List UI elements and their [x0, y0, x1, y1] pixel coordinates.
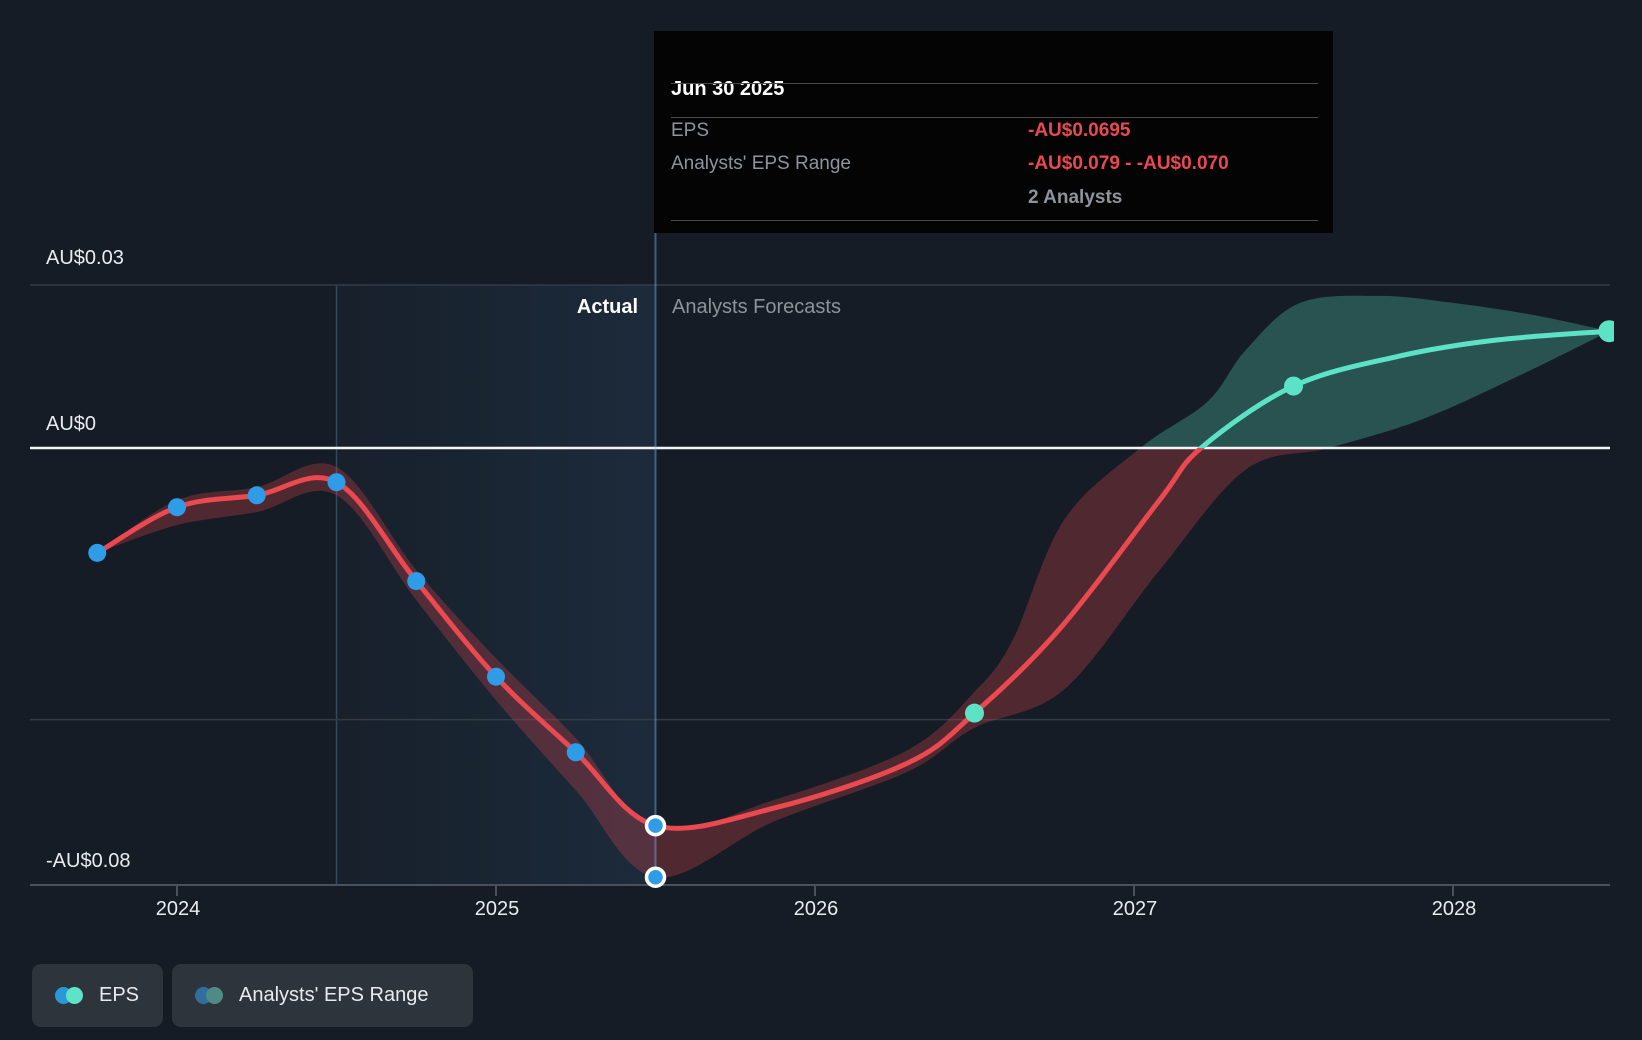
eps-series-icon: [55, 986, 84, 1005]
tooltip-divider: [671, 220, 1318, 221]
x-axis-label-2028: 2028: [1431, 898, 1477, 920]
gridlines: [30, 284, 1610, 896]
hover-tooltip: Jun 30 2025 EPS -AU$0.0695 Analysts' EPS…: [654, 31, 1333, 233]
tooltip-divider: [671, 117, 1318, 118]
tooltip-eps-label: EPS: [671, 120, 710, 141]
data-point-markers: [88, 320, 1614, 888]
legend-chip-analysts-eps-range[interactable]: Analysts' EPS Range: [172, 964, 473, 1027]
tooltip-range-label: Analysts' EPS Range: [671, 153, 851, 174]
actual-region-label: Actual: [576, 296, 638, 318]
tooltip-date: Jun 30 2025: [671, 78, 785, 100]
tooltip-divider: [671, 83, 1318, 84]
range-series-icon: [195, 986, 224, 1005]
tooltip-eps-value: -AU$0.0695: [1028, 120, 1131, 141]
y-axis-label-0: AU$0: [46, 413, 97, 435]
x-axis-label-2026: 2026: [793, 898, 839, 920]
tooltip-analysts-count: 2 Analysts: [1028, 187, 1123, 208]
legend-chip-eps[interactable]: EPS: [32, 964, 163, 1027]
x-axis-label-2024: 2024: [155, 898, 201, 920]
analysts-eps-range-band: [97, 295, 1610, 878]
tooltip-range-value: -AU$0.079 - -AU$0.070: [1028, 153, 1229, 174]
forecast-region-label: Analysts Forecasts: [672, 296, 841, 318]
x-axis-label-2027: 2027: [1112, 898, 1158, 920]
y-axis-label-neg008: -AU$0.08: [46, 850, 131, 872]
x-axis-label-2025: 2025: [474, 898, 520, 920]
legend-label: Analysts' EPS Range: [239, 984, 429, 1006]
legend-label: EPS: [99, 984, 140, 1006]
y-axis-label-003: AU$0.03: [46, 247, 124, 269]
